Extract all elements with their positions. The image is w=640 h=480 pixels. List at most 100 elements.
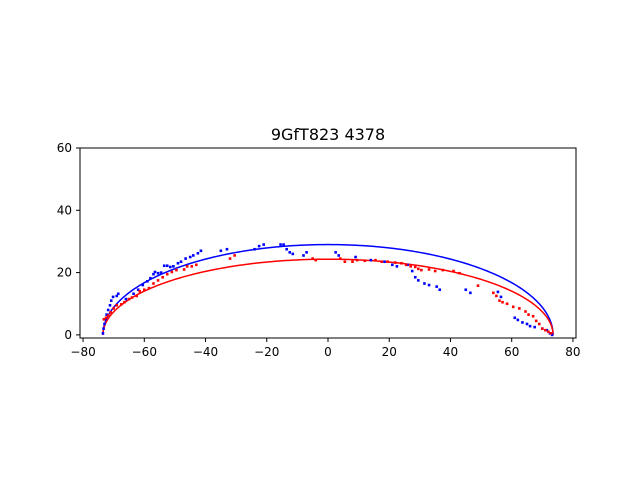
red-data-point (492, 291, 495, 295)
red-data-point (106, 314, 110, 317)
blue-data-point (435, 285, 438, 288)
red-data-point (104, 316, 108, 320)
red-data-point (420, 268, 423, 272)
red-data-point (501, 300, 504, 304)
red-data-point (413, 265, 417, 269)
blue-data-point (354, 255, 357, 259)
x-tick-label: 80 (565, 345, 580, 359)
red-data-point (165, 272, 169, 276)
chart-title: 9GfT823 4378 (271, 125, 385, 144)
blue-data-point (219, 249, 223, 253)
red-data-point (386, 260, 389, 263)
red-data-point (175, 268, 178, 272)
blue-data-point (108, 304, 112, 307)
blue-data-point (169, 265, 172, 269)
blue-data-point (406, 263, 409, 267)
x-tick-label: 40 (443, 345, 458, 359)
blue-data-point (391, 263, 394, 267)
blue-data-point (279, 243, 282, 246)
x-tick-label: −40 (193, 345, 218, 359)
red-data-point (314, 258, 318, 262)
red-data-point (495, 294, 498, 298)
red-data-point (138, 289, 141, 293)
blue-data-point (395, 265, 399, 268)
blue-data-point (111, 295, 115, 299)
blue-data-point (427, 283, 431, 287)
blue-data-point (302, 254, 305, 257)
red-data-point (498, 299, 501, 302)
red-data-point (185, 265, 189, 268)
red-data-point (524, 310, 527, 313)
red-data-point (441, 268, 445, 272)
blue-data-point (413, 275, 417, 279)
blue-data-point (545, 328, 549, 332)
blue-data-point (291, 252, 295, 256)
blue-data-point (156, 271, 160, 275)
blue-data-point (516, 318, 520, 322)
red-data-point (549, 332, 553, 335)
red-data-point (380, 260, 383, 263)
red-data-point (343, 260, 347, 263)
blue-data-point (153, 270, 157, 274)
x-tick-label: −60 (132, 345, 157, 359)
blue-data-point (103, 322, 106, 326)
y-tick-label: 40 (57, 203, 72, 217)
red-data-point (363, 259, 367, 263)
blue-data-point (136, 288, 140, 292)
red-data-point (544, 328, 547, 332)
blue-data-point (116, 292, 120, 296)
red-data-point (511, 305, 515, 309)
blue-data-point (285, 247, 288, 251)
x-tick-label: −20 (254, 345, 279, 359)
y-tick-label: 20 (57, 266, 72, 280)
red-data-point (115, 304, 119, 307)
red-data-point (458, 271, 461, 275)
blue-data-point (464, 288, 468, 292)
red-data-point (161, 275, 164, 279)
red-data-point (452, 269, 455, 273)
blue-data-point (496, 290, 500, 294)
blue-data-point (176, 261, 180, 265)
red-data-point (541, 327, 544, 330)
x-tick-label: 60 (504, 345, 519, 359)
blue-data-point (188, 255, 192, 259)
red-data-point (338, 257, 342, 260)
blue-data-point (550, 333, 554, 337)
red-data-point (433, 269, 437, 273)
red-data-point (112, 307, 115, 310)
blue-data-point (334, 251, 337, 254)
blue-data-point (102, 327, 105, 330)
blue-data-point (257, 244, 261, 248)
red-data-point (427, 268, 431, 271)
red-data-point (109, 311, 112, 314)
red-data-point (409, 265, 412, 268)
y-tick-label: 0 (64, 328, 72, 342)
x-tick-label: 20 (382, 345, 397, 359)
blue-data-point (225, 247, 229, 251)
blue-data-point (337, 254, 341, 257)
red-data-point (182, 268, 186, 271)
blue-data-point (305, 251, 308, 254)
y-tick-label: 60 (57, 141, 72, 155)
blue-data-point (499, 295, 503, 299)
red-data-point (127, 297, 131, 301)
blue-data-point (253, 247, 256, 251)
blue-data-point (149, 276, 152, 280)
red-data-point (170, 270, 174, 274)
blue-data-point (115, 294, 119, 298)
blue-data-point (513, 316, 517, 320)
red-data-point (404, 263, 408, 267)
blue-data-point (124, 297, 128, 301)
red-data-point (400, 261, 403, 265)
blue-data-point (184, 257, 187, 260)
red-data-point (476, 284, 480, 287)
blue-data-point (533, 325, 536, 329)
blue-data-point (521, 321, 524, 324)
x-tick-label: 0 (324, 345, 332, 359)
blue-data-point (152, 272, 155, 276)
blue-data-point (132, 292, 135, 296)
red-data-point (102, 318, 106, 321)
red-data-point (527, 313, 530, 316)
red-data-point (534, 319, 538, 323)
